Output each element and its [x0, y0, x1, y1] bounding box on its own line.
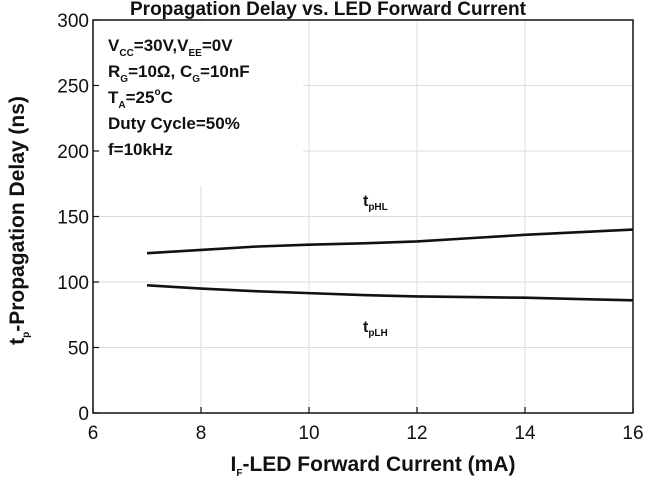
condition-freq: f=10kHz	[108, 140, 173, 159]
y-tick-label: 150	[57, 208, 89, 229]
x-tick-label: 14	[514, 423, 536, 444]
y-tick-label: 100	[57, 273, 89, 294]
x-tick-label: 10	[298, 423, 319, 444]
conditions-background	[95, 22, 303, 186]
curve-label-background	[355, 305, 401, 340]
condition-ta: TA=25oC	[108, 87, 173, 111]
x-tick-label: 12	[406, 423, 427, 444]
curve-label-background	[355, 180, 401, 215]
series-lines	[146, 228, 634, 302]
x-tick-label: 8	[196, 423, 207, 444]
condition-duty: Duty Cycle=50%	[108, 114, 240, 133]
y-tick-label: 250	[57, 77, 89, 98]
axis-ticks: 6 8 10 12 14 16 0 50 100 150 200 250 300	[57, 11, 643, 444]
x-tick-label: 16	[622, 423, 643, 444]
curve-labels: tpHL tpLH	[363, 193, 388, 339]
series-line-tpLH	[146, 283, 634, 302]
curve-label-tpLH: tpLH	[363, 319, 388, 339]
condition-vcc: VCC=30V,VEE=0V	[108, 36, 233, 59]
curve-label-tpHL: tpHL	[363, 193, 388, 213]
x-tick-label: 6	[88, 423, 99, 444]
x-axis-title: IF-LED Forward Current (mA)	[231, 453, 516, 478]
y-axis-title: tp-Propagation Delay (ns)	[6, 96, 32, 345]
chart-title: Propagation Delay vs. LED Forward Curren…	[130, 0, 527, 20]
y-tick-label: 200	[57, 142, 89, 163]
series-line-tpHL	[146, 228, 634, 255]
grid	[93, 20, 633, 413]
condition-rg: RG=10Ω, CG=10nF	[108, 62, 250, 85]
y-tick-label: 0	[78, 404, 89, 425]
y-tick-label: 50	[68, 339, 89, 360]
y-tick-label: 300	[57, 11, 89, 32]
curve-label-backgrounds	[355, 180, 401, 340]
